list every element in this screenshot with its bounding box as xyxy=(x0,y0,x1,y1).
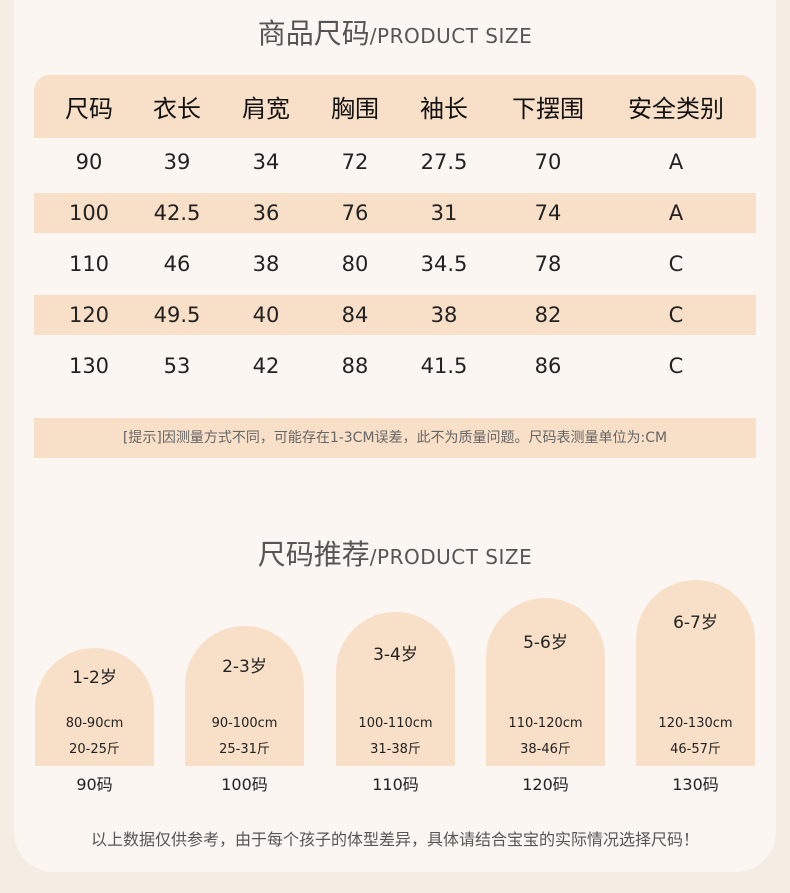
height-range: 90-100cm xyxy=(211,716,278,731)
cell-sleeve: 41.5 xyxy=(420,354,468,378)
header-shoulder: 肩宽 xyxy=(242,95,290,123)
age-range: 6-7岁 xyxy=(673,613,718,633)
cell-safety: C xyxy=(668,303,684,327)
size-code: 90码 xyxy=(76,775,113,794)
height-range: 100-110cm xyxy=(358,716,433,731)
cell-chest: 72 xyxy=(341,150,369,174)
cell-sleeve: 27.5 xyxy=(420,150,468,174)
cell-hem: 82 xyxy=(534,303,562,327)
age-range: 2-3岁 xyxy=(222,657,267,677)
height-range: 110-120cm xyxy=(508,716,583,731)
cell-size: 110 xyxy=(68,252,110,276)
size-code: 100码 xyxy=(221,775,268,794)
disclaimer-text: 以上数据仅供参考，由于每个孩子的体型差异，具体请结合宝宝的实际情况选择尺码！ xyxy=(90,830,699,849)
cell-safety: A xyxy=(668,150,684,174)
table-row: 130 53 42 88 41.5 86 C xyxy=(34,342,756,390)
cell-sleeve: 34.5 xyxy=(420,252,468,276)
cell-size: 100 xyxy=(68,201,110,225)
recommend-card-120: 5-6岁 110-120cm 38-46斤 xyxy=(486,598,605,766)
weight-range: 46-57斤 xyxy=(670,742,721,757)
cell-hem: 70 xyxy=(534,150,562,174)
cell-shoulder: 40 xyxy=(252,303,280,327)
cell-safety: C xyxy=(668,354,684,378)
table-row: 100 42.5 36 76 31 74 A xyxy=(34,193,756,233)
size-table: 尺码 衣长 肩宽 胸围 袖长 下摆围 安全类别 90 39 34 72 27.5… xyxy=(34,75,756,390)
cell-shoulder: 36 xyxy=(252,201,280,225)
size-code: 110码 xyxy=(372,775,419,794)
header-chest: 胸围 xyxy=(331,95,379,123)
cell-shoulder: 34 xyxy=(252,150,280,174)
cell-hem: 78 xyxy=(534,252,562,276)
age-range: 3-4岁 xyxy=(373,645,418,665)
age-range: 1-2岁 xyxy=(72,668,117,688)
header-length: 衣长 xyxy=(153,95,201,123)
header-sleeve: 袖长 xyxy=(420,95,468,123)
recommend-card-110: 3-4岁 100-110cm 31-38斤 xyxy=(336,612,455,766)
cell-size: 90 xyxy=(75,150,103,174)
cell-sleeve: 38 xyxy=(430,303,458,327)
cell-safety: A xyxy=(668,201,684,225)
header-safety: 安全类别 xyxy=(628,95,724,123)
title-en: /PRODUCT SIZE xyxy=(369,24,533,48)
cell-safety: C xyxy=(668,252,684,276)
title-zh: 商品尺码 xyxy=(257,17,370,50)
cell-length: 39 xyxy=(163,150,191,174)
cell-chest: 76 xyxy=(341,201,369,225)
cell-sleeve: 31 xyxy=(430,201,458,225)
table-header-row: 尺码 衣长 肩宽 胸围 袖长 下摆围 安全类别 xyxy=(34,75,756,138)
table-row: 110 46 38 80 34.5 78 C xyxy=(34,240,756,288)
cell-length: 49.5 xyxy=(153,303,201,327)
cell-shoulder: 38 xyxy=(252,252,280,276)
recommend-card-90: 1-2岁 80-90cm 20-25斤 xyxy=(35,648,154,766)
cell-size: 130 xyxy=(68,354,110,378)
table-row: 90 39 34 72 27.5 70 A xyxy=(34,138,756,186)
cell-size: 120 xyxy=(68,303,110,327)
weight-range: 20-25斤 xyxy=(69,742,120,757)
cell-chest: 88 xyxy=(341,354,369,378)
weight-range: 38-46斤 xyxy=(520,742,571,757)
measurement-tip: [提示]因测量方式不同，可能存在1-3CM误差，此不为质量问题。尺码表测量单位为… xyxy=(34,418,756,458)
cell-length: 42.5 xyxy=(153,201,201,225)
cell-shoulder: 42 xyxy=(252,354,280,378)
header-size: 尺码 xyxy=(65,95,113,123)
cell-length: 53 xyxy=(163,354,191,378)
title-zh: 尺码推荐 xyxy=(257,538,370,571)
recommend-card-100: 2-3岁 90-100cm 25-31斤 xyxy=(185,626,304,766)
recommend-card-130: 6-7岁 120-130cm 46-57斤 xyxy=(636,580,755,766)
weight-range: 31-38斤 xyxy=(370,742,421,757)
cell-hem: 74 xyxy=(534,201,562,225)
header-hem: 下摆围 xyxy=(512,95,584,123)
height-range: 120-130cm xyxy=(658,716,733,731)
table-row: 120 49.5 40 84 38 82 C xyxy=(34,295,756,335)
product-size-title: 商品尺码/PRODUCT SIZE xyxy=(0,12,790,52)
title-en: /PRODUCT SIZE xyxy=(369,545,533,569)
height-range: 80-90cm xyxy=(65,716,124,731)
cell-hem: 86 xyxy=(534,354,562,378)
size-code: 130码 xyxy=(672,775,719,794)
size-recommend-title: 尺码推荐/PRODUCT SIZE xyxy=(0,533,790,573)
cell-length: 46 xyxy=(163,252,191,276)
cell-chest: 80 xyxy=(341,252,369,276)
cell-chest: 84 xyxy=(341,303,369,327)
size-code: 120码 xyxy=(522,775,569,794)
weight-range: 25-31斤 xyxy=(219,742,270,757)
age-range: 5-6岁 xyxy=(523,633,568,653)
